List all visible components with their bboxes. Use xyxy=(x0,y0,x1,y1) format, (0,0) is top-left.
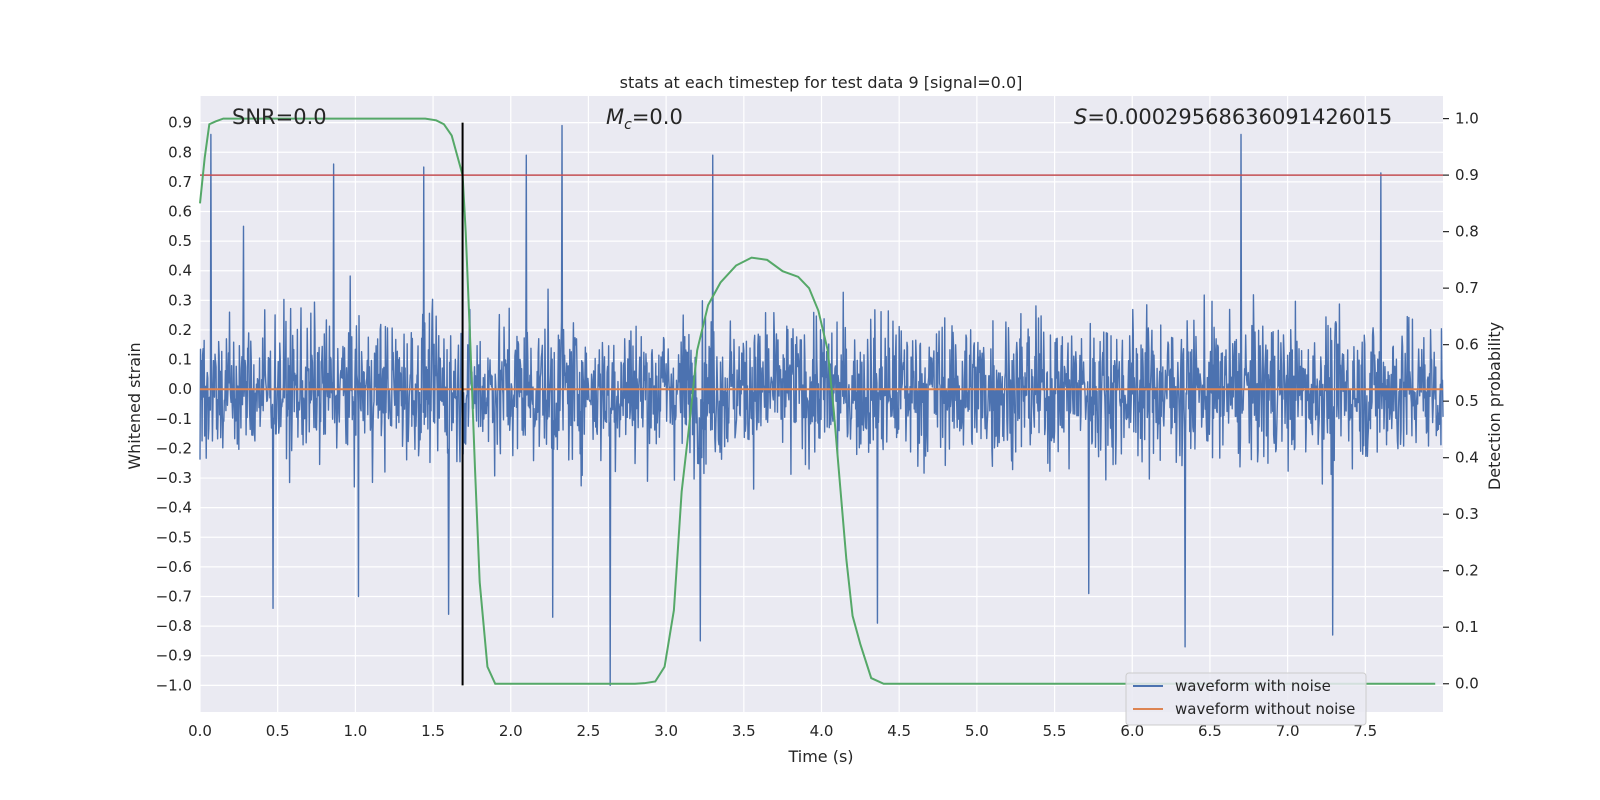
y2-tick-label: 0.8 xyxy=(1455,223,1479,241)
chirp-mass-annotation: Mc=0.0 xyxy=(606,105,683,133)
y2-axis-ticks: 1.0 0.9 0.8 0.7 0.6 0.5 0.4 0.3 0.2 0.1 0.0 xyxy=(1443,110,1479,693)
y2-tick-label: 0.2 xyxy=(1455,562,1479,580)
y-tick-label: 0.0 xyxy=(168,380,192,398)
detection-probability-line xyxy=(199,117,1436,685)
y-tick-label: 0.7 xyxy=(168,173,192,191)
y-tick-label: −0.9 xyxy=(156,647,192,665)
y-tick-label: −0.7 xyxy=(156,588,192,606)
y-tick-label: −0.1 xyxy=(156,410,192,428)
legend-label-noisy: waveform with noise xyxy=(1175,677,1331,695)
x-tick-label: 1.5 xyxy=(421,722,445,740)
y-axis-ticks: 0.9 0.8 0.7 0.6 0.5 0.4 0.3 0.2 0.1 0.0 −0.1 −0.2 −0… xyxy=(156,114,192,695)
noisy-waveform-path xyxy=(199,124,1444,687)
x-tick-label: 7.0 xyxy=(1276,722,1300,740)
y2-tick-label: 0.4 xyxy=(1455,449,1479,467)
y-tick-label: −0.4 xyxy=(156,499,192,517)
y-tick-label: −0.5 xyxy=(156,528,192,546)
snr-annotation: SNR=0.0 xyxy=(232,105,327,129)
x-tick-label: 5.5 xyxy=(1043,722,1067,740)
x-axis-ticks: 0.0 0.5 1.0 1.5 2.0 2.5 3.0 3.5 4.0 4.5 5.0 5.5 6.0 6… xyxy=(188,722,1377,740)
x-tick-label: 4.0 xyxy=(810,722,834,740)
y2-axis-label: Detection probability xyxy=(1485,322,1504,490)
y2-tick-label: 0.1 xyxy=(1455,618,1479,636)
y-axis-label: Whitened strain xyxy=(125,342,144,469)
x-tick-label: 0.0 xyxy=(188,722,212,740)
legend-box xyxy=(1125,672,1367,726)
noisy-waveform-series xyxy=(199,124,1444,687)
y-tick-label: 0.3 xyxy=(168,291,192,309)
y-tick-label: −1.0 xyxy=(156,676,192,694)
y2-tick-label: 0.5 xyxy=(1455,392,1479,410)
y2-tick-label: 0.3 xyxy=(1455,505,1479,523)
x-tick-label: 2.0 xyxy=(499,722,523,740)
x-tick-label: 6.0 xyxy=(1120,722,1144,740)
x-tick-label: 5.0 xyxy=(965,722,989,740)
y-tick-label: 0.8 xyxy=(168,143,192,161)
y-tick-label: 0.2 xyxy=(168,321,192,339)
legend: waveform with noise waveform without noi… xyxy=(1125,672,1367,726)
x-tick-label: 1.0 xyxy=(343,722,367,740)
y2-tick-label: 0.9 xyxy=(1455,166,1479,184)
y-tick-label: −0.2 xyxy=(156,439,192,457)
x-axis-label: Time (s) xyxy=(787,747,853,766)
y-tick-label: −0.8 xyxy=(156,617,192,635)
y2-tick-label: 0.0 xyxy=(1455,675,1479,693)
x-tick-label: 6.5 xyxy=(1198,722,1222,740)
x-tick-label: 0.5 xyxy=(266,722,290,740)
x-tick-label: 4.5 xyxy=(887,722,911,740)
y-tick-label: 0.9 xyxy=(168,114,192,132)
chart-title: stats at each timestep for test data 9 [… xyxy=(620,73,1023,92)
x-tick-label: 3.5 xyxy=(732,722,756,740)
y2-tick-label: 0.6 xyxy=(1455,336,1479,354)
y2-tick-label: 0.7 xyxy=(1455,279,1479,297)
y-tick-label: 0.1 xyxy=(168,351,192,369)
x-tick-label: 2.5 xyxy=(577,722,601,740)
s-annotation: S=0.00029568636091426015 xyxy=(1074,105,1392,129)
x-tick-label: 7.5 xyxy=(1353,722,1377,740)
y-tick-label: −0.3 xyxy=(156,469,192,487)
y2-tick-label: 1.0 xyxy=(1455,110,1479,128)
y-tick-label: 0.6 xyxy=(168,203,192,221)
y-tick-label: −0.6 xyxy=(156,558,192,576)
x-tick-label: 3.0 xyxy=(654,722,678,740)
y-tick-label: 0.5 xyxy=(168,232,192,250)
legend-label-clean: waveform without noise xyxy=(1175,700,1355,718)
y-tick-label: 0.4 xyxy=(168,262,192,280)
